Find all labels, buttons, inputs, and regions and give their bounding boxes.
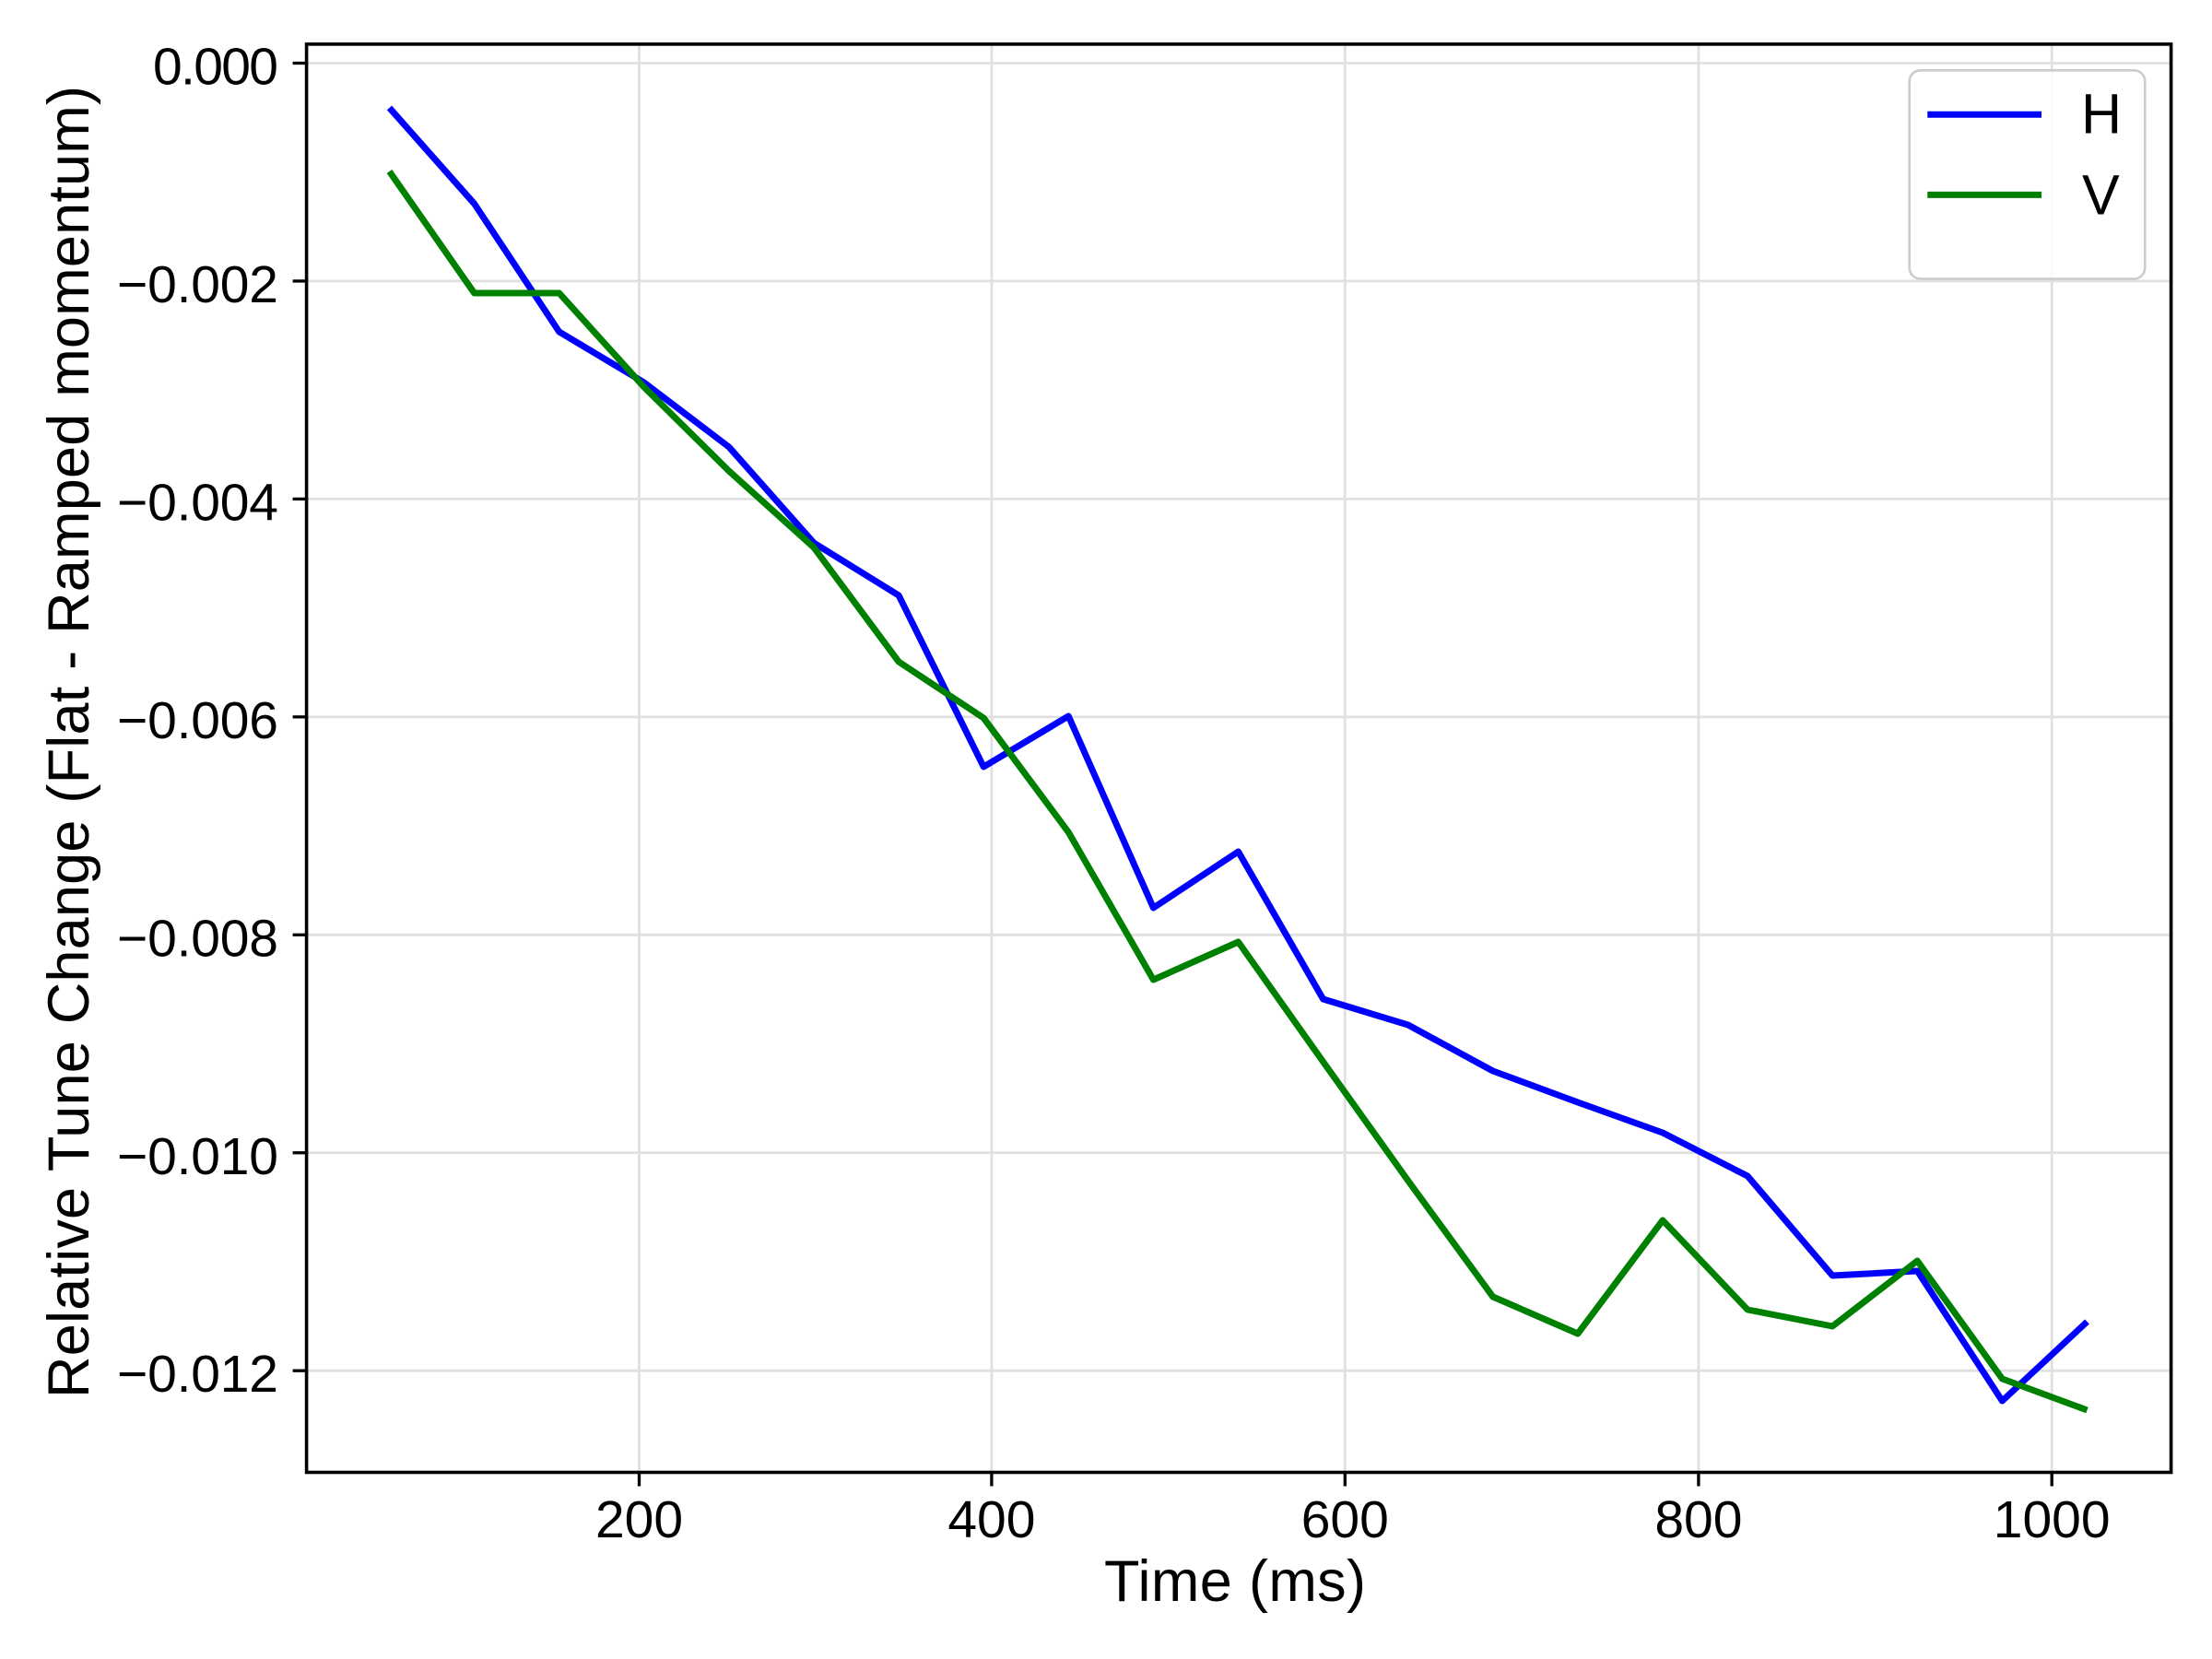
svg-text:V: V [2082,164,2120,227]
svg-text:Time (ms): Time (ms) [1104,1549,1366,1614]
svg-text:800: 800 [1654,1490,1742,1549]
svg-text:Relative Tune Change (Flat - R: Relative Tune Change (Flat - Ramped mome… [37,86,101,1398]
svg-text:−0.004: −0.004 [117,473,278,532]
svg-text:−0.002: −0.002 [117,255,278,314]
svg-text:600: 600 [1301,1490,1389,1549]
svg-text:0.000: 0.000 [153,38,278,97]
svg-text:400: 400 [947,1490,1035,1549]
svg-text:−0.012: −0.012 [117,1345,278,1404]
svg-text:−0.006: −0.006 [117,691,278,750]
svg-text:1000: 1000 [1994,1490,2111,1549]
svg-text:−0.008: −0.008 [117,909,278,968]
svg-text:−0.010: −0.010 [117,1127,278,1186]
svg-text:H: H [2081,83,2122,146]
svg-text:200: 200 [595,1490,683,1549]
